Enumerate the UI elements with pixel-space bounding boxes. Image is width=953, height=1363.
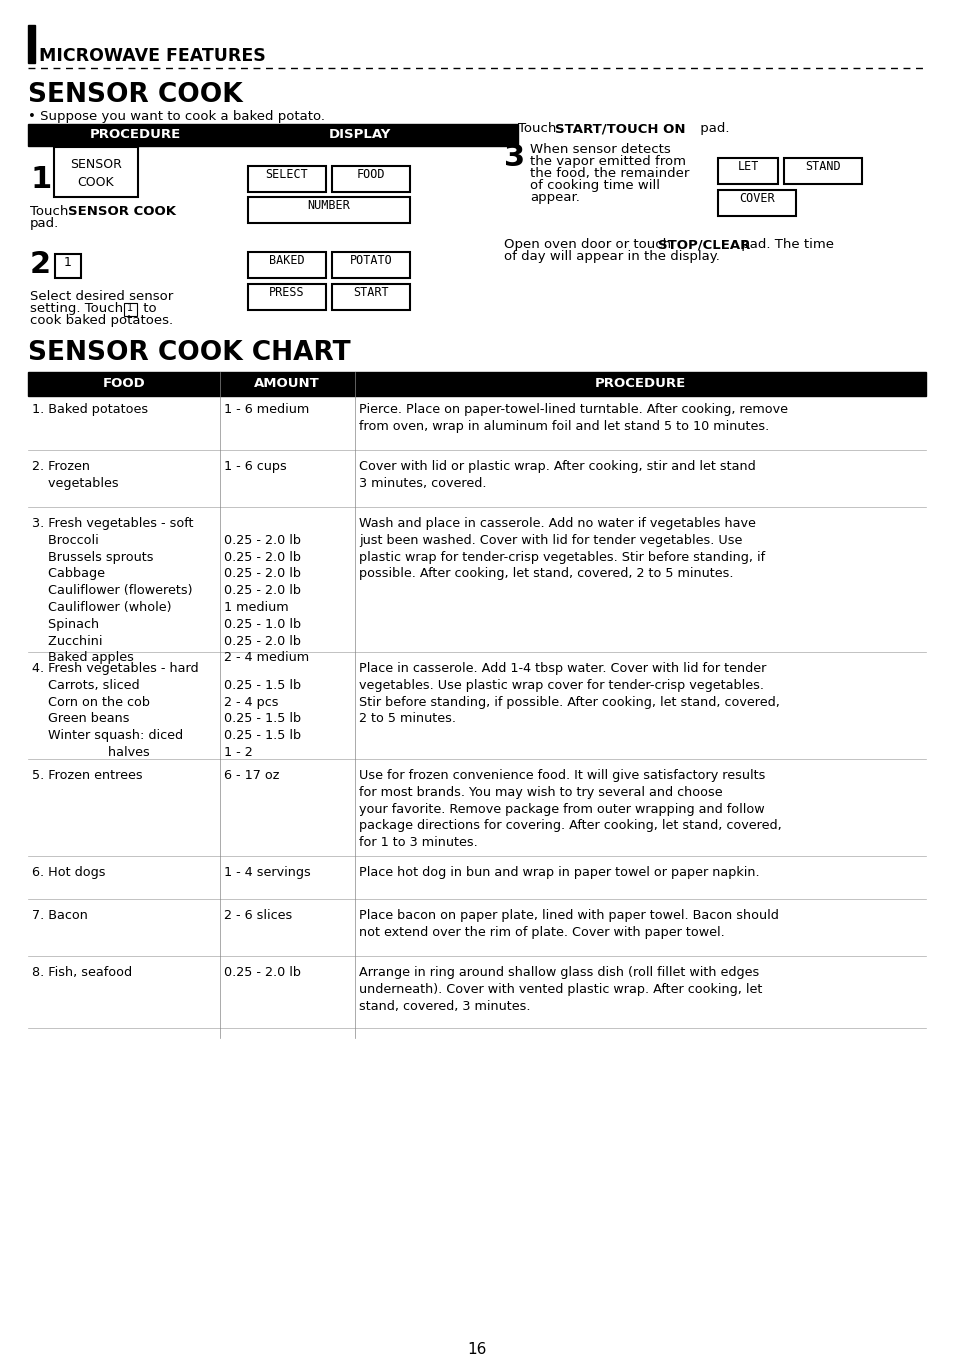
Bar — [124, 303, 137, 316]
Text: SELECT: SELECT — [265, 168, 308, 181]
Text: 7. Bacon: 7. Bacon — [32, 909, 88, 921]
Text: PROCEDURE: PROCEDURE — [594, 378, 685, 390]
Bar — [248, 284, 326, 309]
Text: pad.: pad. — [696, 123, 729, 135]
Text: 6 - 17 oz: 6 - 17 oz — [224, 769, 279, 782]
Text: PRESS: PRESS — [269, 286, 305, 298]
Text: 1 - 6 cups: 1 - 6 cups — [224, 459, 287, 473]
Text: AMOUNT: AMOUNT — [253, 378, 319, 390]
Text: 8. Fish, seafood: 8. Fish, seafood — [32, 966, 132, 979]
Text: 16: 16 — [467, 1343, 486, 1358]
Bar — [783, 158, 862, 184]
Text: When sensor detects: When sensor detects — [530, 143, 670, 155]
Text: pad.: pad. — [30, 217, 59, 230]
Text: 2 - 6 slices: 2 - 6 slices — [224, 909, 292, 921]
Bar — [332, 166, 410, 192]
Text: 3: 3 — [503, 143, 524, 172]
Text: FOOD: FOOD — [356, 168, 385, 181]
Bar — [28, 372, 925, 397]
Bar — [55, 254, 81, 278]
Text: START: START — [353, 286, 389, 298]
Text: to: to — [139, 303, 156, 315]
Text: Pierce. Place on paper-towel-lined turntable. After cooking, remove
from oven, w: Pierce. Place on paper-towel-lined turnt… — [358, 403, 787, 433]
Text: POTATO: POTATO — [349, 254, 392, 267]
Bar — [718, 189, 795, 215]
Text: Place hot dog in bun and wrap in paper towel or paper napkin.: Place hot dog in bun and wrap in paper t… — [358, 866, 759, 879]
Text: 6. Hot dogs: 6. Hot dogs — [32, 866, 106, 879]
Text: BAKED: BAKED — [269, 254, 305, 267]
Text: SENSOR COOK: SENSOR COOK — [68, 204, 175, 218]
Text: 2: 2 — [30, 249, 51, 279]
Text: 0.25 - 2.0 lb: 0.25 - 2.0 lb — [224, 966, 301, 979]
Text: LET: LET — [737, 159, 758, 173]
Text: COVER: COVER — [739, 192, 774, 204]
Text: SENSOR COOK: SENSOR COOK — [28, 82, 242, 108]
Text: STAND: STAND — [804, 159, 840, 173]
Text: pad. The time: pad. The time — [737, 239, 833, 251]
Text: SENSOR COOK CHART: SENSOR COOK CHART — [28, 339, 351, 367]
Text: 1: 1 — [127, 303, 132, 313]
Bar — [28, 124, 517, 146]
Text: 0.25 - 1.5 lb
2 - 4 pcs
0.25 - 1.5 lb
0.25 - 1.5 lb
1 - 2: 0.25 - 1.5 lb 2 - 4 pcs 0.25 - 1.5 lb 0.… — [224, 662, 301, 759]
Text: • Suppose you want to cook a baked potato.: • Suppose you want to cook a baked potat… — [28, 110, 325, 123]
Text: Cover with lid or plastic wrap. After cooking, stir and let stand
3 minutes, cov: Cover with lid or plastic wrap. After co… — [358, 459, 755, 489]
Text: STOP/CLEAR: STOP/CLEAR — [658, 239, 750, 251]
Bar — [332, 284, 410, 309]
Bar — [248, 198, 410, 224]
Text: START/TOUCH ON: START/TOUCH ON — [555, 123, 685, 135]
Text: 2. Frozen
    vegetables: 2. Frozen vegetables — [32, 459, 118, 489]
Text: 1 - 6 medium: 1 - 6 medium — [224, 403, 309, 416]
Text: Wash and place in casserole. Add no water if vegetables have
just been washed. C: Wash and place in casserole. Add no wate… — [358, 517, 764, 581]
Text: 0.25 - 2.0 lb
0.25 - 2.0 lb
0.25 - 2.0 lb
0.25 - 2.0 lb
1 medium
0.25 - 1.0 lb
0: 0.25 - 2.0 lb 0.25 - 2.0 lb 0.25 - 2.0 l… — [224, 517, 309, 664]
Text: PROCEDURE: PROCEDURE — [90, 128, 180, 140]
Text: 3. Fresh vegetables - soft
    Broccoli
    Brussels sprouts
    Cabbage
    Cau: 3. Fresh vegetables - soft Broccoli Brus… — [32, 517, 193, 664]
Text: Place bacon on paper plate, lined with paper towel. Bacon should
not extend over: Place bacon on paper plate, lined with p… — [358, 909, 778, 939]
Text: DISPLAY: DISPLAY — [329, 128, 391, 140]
Bar — [28, 25, 35, 63]
Text: 5. Frozen entrees: 5. Frozen entrees — [32, 769, 143, 782]
Text: Touch: Touch — [517, 123, 560, 135]
Text: Select desired sensor: Select desired sensor — [30, 290, 173, 303]
Bar — [54, 147, 138, 198]
Text: Arrange in ring around shallow glass dish (roll fillet with edges
underneath). C: Arrange in ring around shallow glass dis… — [358, 966, 761, 1013]
Text: Place in casserole. Add 1-4 tbsp water. Cover with lid for tender
vegetables. Us: Place in casserole. Add 1-4 tbsp water. … — [358, 662, 779, 725]
Text: of cooking time will: of cooking time will — [530, 179, 659, 192]
Text: 1: 1 — [30, 165, 51, 194]
Text: 1: 1 — [64, 256, 71, 269]
Text: 1. Baked potatoes: 1. Baked potatoes — [32, 403, 148, 416]
Text: cook baked potatoes.: cook baked potatoes. — [30, 313, 172, 327]
Bar — [248, 166, 326, 192]
Text: FOOD: FOOD — [103, 378, 145, 390]
Text: setting. Touch: setting. Touch — [30, 303, 128, 315]
Bar — [332, 252, 410, 278]
Text: MICROWAVE FEATURES: MICROWAVE FEATURES — [39, 46, 266, 65]
Text: Touch: Touch — [30, 204, 72, 218]
Text: the vapor emitted from: the vapor emitted from — [530, 155, 685, 168]
Text: Use for frozen convenience food. It will give satisfactory results
for most bran: Use for frozen convenience food. It will… — [358, 769, 781, 849]
Text: appear.: appear. — [530, 191, 579, 204]
Text: Open oven door or touch: Open oven door or touch — [503, 239, 675, 251]
Text: 1 - 4 servings: 1 - 4 servings — [224, 866, 311, 879]
Text: of day will appear in the display.: of day will appear in the display. — [503, 249, 720, 263]
Bar — [248, 252, 326, 278]
Text: SENSOR
COOK: SENSOR COOK — [70, 158, 122, 189]
Text: the food, the remainder: the food, the remainder — [530, 168, 689, 180]
Text: 4. Fresh vegetables - hard
    Carrots, sliced
    Corn on the cob
    Green bea: 4. Fresh vegetables - hard Carrots, slic… — [32, 662, 198, 759]
Bar — [718, 158, 778, 184]
Text: NUMBER: NUMBER — [307, 199, 350, 213]
